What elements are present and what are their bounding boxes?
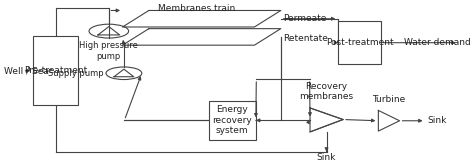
Text: Recovery
membranes: Recovery membranes bbox=[300, 82, 354, 101]
Text: Pre-treatment: Pre-treatment bbox=[24, 66, 87, 75]
Text: Sink: Sink bbox=[428, 116, 447, 125]
Text: Well / Sea: Well / Sea bbox=[4, 66, 49, 75]
Text: Energy
recovery
system: Energy recovery system bbox=[212, 106, 252, 135]
Text: Post-treatment: Post-treatment bbox=[326, 38, 393, 47]
Text: High pressure
pump: High pressure pump bbox=[79, 41, 138, 61]
Text: Permeate: Permeate bbox=[283, 14, 327, 23]
Text: Water demand: Water demand bbox=[403, 38, 470, 47]
Text: Turbine: Turbine bbox=[373, 95, 406, 104]
Text: Retentate: Retentate bbox=[283, 34, 328, 43]
Text: Supply pump: Supply pump bbox=[48, 69, 104, 78]
Bar bbox=[209, 100, 256, 140]
Text: Sink: Sink bbox=[317, 153, 336, 162]
Text: Membranes train: Membranes train bbox=[158, 4, 236, 13]
Bar bbox=[338, 21, 381, 64]
Bar bbox=[33, 36, 78, 106]
